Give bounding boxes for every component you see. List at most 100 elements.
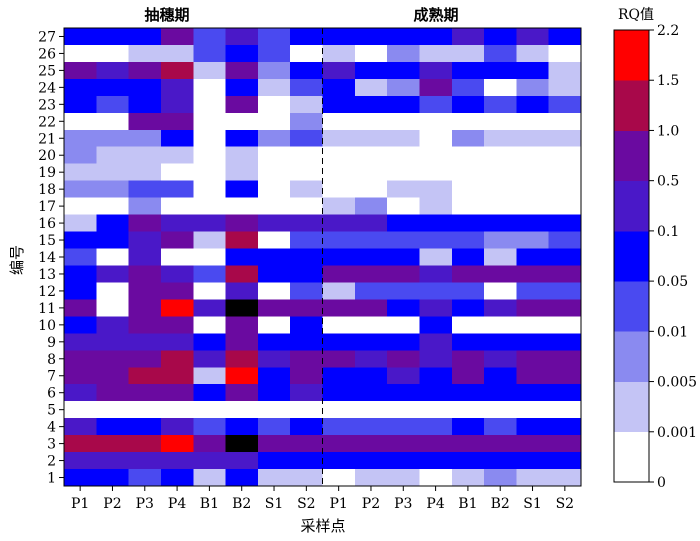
cell-4-maturity-p1 [322,418,356,436]
cell-16-maturity-p3 [387,214,420,232]
cell-15-maturity-b1 [451,231,485,249]
cell-23-heading-p1 [64,95,97,114]
cell-24-maturity-p4 [419,78,453,97]
cell-14-heading-s2 [290,248,323,266]
y-tick-label: 5 [47,403,56,419]
cell-23-maturity-p2 [354,95,388,114]
cell-17-heading-p1 [64,197,97,215]
cell-10-heading-b2 [225,316,259,334]
cell-24-maturity-b2 [484,78,517,97]
y-tick-label: 1 [47,471,56,487]
cell-1-maturity-p2 [354,469,388,487]
x-tick-label: P3 [136,496,154,512]
cell-23-heading-p2 [96,95,130,114]
cell-12-maturity-b2 [484,282,517,300]
cell-12-maturity-p3 [387,282,420,300]
cell-18-maturity-p1 [322,180,356,199]
cell-25-maturity-p2 [354,61,388,80]
cell-21-maturity-b1 [451,129,485,148]
colorbar-tick-label: 0.01 [657,324,688,340]
cell-7-maturity-p3 [387,367,420,385]
cell-9-heading-b2 [225,333,259,351]
colorbar-segment [614,431,649,483]
cell-2-maturity-s1 [516,452,550,470]
cell-11-maturity-p2 [354,299,388,317]
cell-2-maturity-p3 [387,452,420,470]
colorbar-tick-label: 0.001 [657,425,697,441]
cell-17-maturity-b1 [451,197,485,215]
cell-15-maturity-p3 [387,231,420,249]
cell-10-heading-p1 [64,316,97,334]
cell-3-maturity-b2 [484,435,517,453]
cell-26-heading-s2 [290,44,323,63]
cell-22-heading-s1 [257,112,291,131]
cell-26-maturity-p1 [322,44,356,63]
y-tick-label: 21 [38,131,56,147]
cell-24-heading-p4 [160,78,194,97]
x-tick-label: P4 [426,496,444,512]
cell-1-maturity-p4 [419,469,453,487]
cell-19-maturity-p2 [354,163,388,182]
colorbar-tick-label: 1.0 [657,123,679,139]
cell-1-heading-s1 [257,469,291,487]
y-tick-label: 22 [38,114,56,130]
cell-14-maturity-s1 [516,248,550,266]
y-tick-label: 6 [47,386,56,402]
cell-10-maturity-s2 [548,316,582,334]
cell-5-heading-p4 [160,401,194,419]
cell-11-maturity-s2 [548,299,582,317]
cell-14-heading-b2 [225,248,259,266]
cell-10-heading-s1 [257,316,291,334]
cell-26-maturity-b1 [451,44,485,63]
colorbar-tick-label: 0.05 [657,274,688,290]
cell-8-maturity-s2 [548,350,582,368]
cell-5-maturity-p1 [322,401,356,419]
cell-23-maturity-p1 [322,95,356,114]
cell-10-maturity-s1 [516,316,550,334]
cell-1-heading-p3 [128,469,162,487]
cell-19-heading-s1 [257,163,291,182]
cell-13-maturity-p1 [322,265,356,283]
cell-19-heading-s2 [290,163,323,182]
cell-19-maturity-s1 [516,163,550,182]
y-tick-label: 9 [47,335,56,351]
cell-8-heading-s2 [290,350,323,368]
cell-7-maturity-p4 [419,367,453,385]
cell-5-heading-p2 [96,401,130,419]
cell-7-heading-p2 [96,367,130,385]
x-tick-label: S1 [523,496,542,512]
cell-1-maturity-b2 [484,469,517,487]
cell-12-maturity-s1 [516,282,550,300]
cell-1-maturity-b1 [451,469,485,487]
cell-22-maturity-s2 [548,112,582,131]
cell-11-heading-p1 [64,299,97,317]
y-tick-label: 19 [38,165,56,181]
cell-12-maturity-p4 [419,282,453,300]
cell-23-maturity-p4 [419,95,453,114]
cell-26-heading-p2 [96,44,130,63]
cell-7-maturity-p1 [322,367,356,385]
cell-20-maturity-b2 [484,146,517,165]
cell-7-maturity-s2 [548,367,582,385]
cell-3-maturity-p4 [419,435,453,453]
cell-11-maturity-p4 [419,299,453,317]
cell-1-maturity-s2 [548,469,582,487]
y-tick-label: 15 [38,233,56,249]
cell-8-maturity-p1 [322,350,356,368]
cell-21-maturity-s1 [516,129,550,148]
cell-6-heading-p3 [128,384,162,402]
cell-12-heading-s1 [257,282,291,300]
cell-6-maturity-p4 [419,384,453,402]
cell-23-maturity-b1 [451,95,485,114]
y-tick-label: 18 [38,182,56,198]
y-tick-label: 12 [38,284,56,300]
cell-8-heading-p4 [160,350,194,368]
colorbar-segment [614,80,649,131]
cell-26-heading-b2 [225,44,259,63]
cell-18-heading-p3 [128,180,162,199]
cell-7-heading-s2 [290,367,323,385]
cell-9-maturity-p2 [354,333,388,351]
y-tick-label: 7 [47,369,56,385]
cell-16-maturity-b1 [451,214,485,232]
x-tick-label: P2 [103,496,121,512]
